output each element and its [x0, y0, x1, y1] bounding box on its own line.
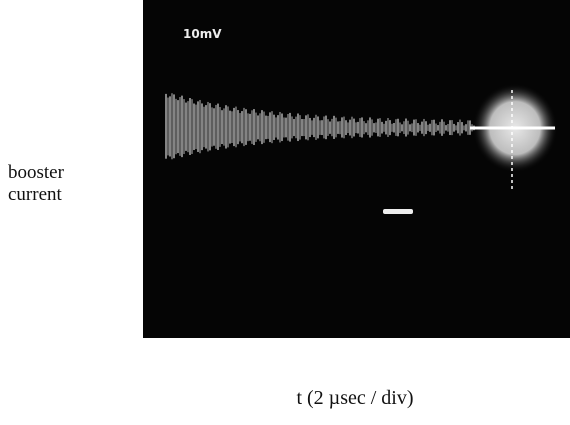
y-axis-label-line: current	[8, 184, 64, 206]
y-axis-label: booster current	[8, 162, 64, 206]
scale-label: 10mV	[183, 27, 222, 41]
x-axis-label: t (2 µsec / div)	[0, 387, 570, 410]
oscilloscope-screen: 10mV	[0, 0, 570, 340]
marker	[383, 209, 413, 214]
y-axis-label-line: booster	[8, 162, 64, 184]
figure: 10mV booster current t (2 µsec / div)	[0, 0, 570, 425]
